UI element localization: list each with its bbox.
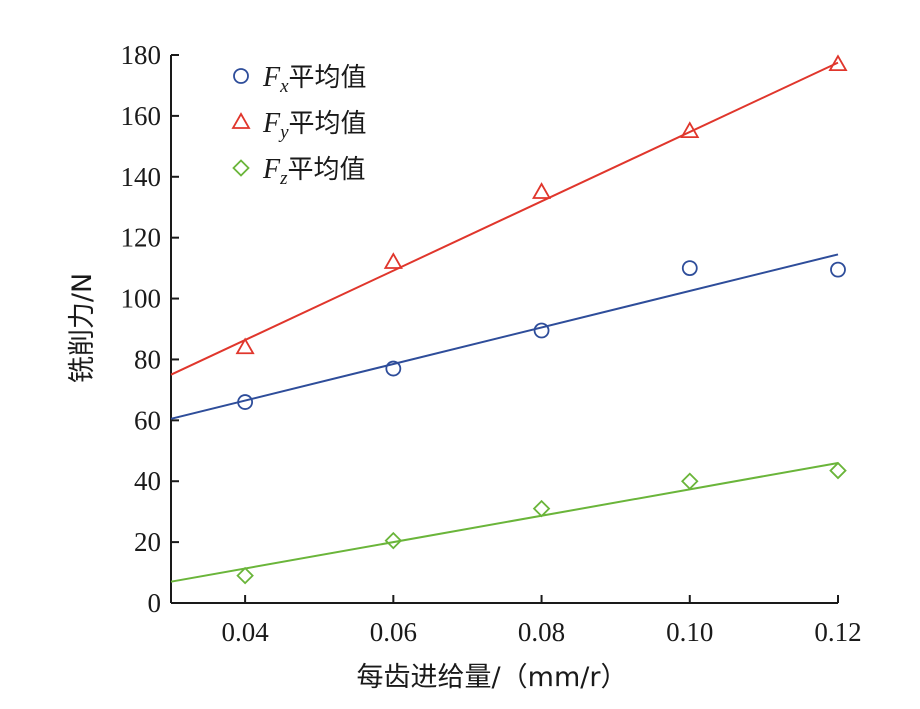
y-tick-label: 120 [121,223,162,253]
y-axis-title: 铣削力/N [67,273,98,383]
x-tick-label: 0.10 [666,617,713,647]
data-point-series-1 [533,322,550,339]
legend-marker-series-2 [231,112,251,129]
y-tick-label: 60 [134,405,161,435]
x-tick-label: 0.08 [518,617,565,647]
fit-lines [170,61,839,583]
y-tick-label: 40 [134,466,161,496]
data-point-series-2 [532,182,552,199]
data-point-series-3 [829,461,847,480]
y-tick-label: 0 [148,588,162,618]
x-tick-label: 0.12 [814,617,861,647]
legend-label-series-3: Fz平均值 [262,154,366,189]
fit-line-series-2 [170,61,839,376]
y-tick-label: 160 [121,101,162,131]
data-point-series-3 [236,566,254,585]
data-point-series-1 [385,360,402,377]
x-tick-label: 0.04 [221,617,269,647]
y-tick-label: 180 [121,40,162,70]
data-point-series-2 [235,337,255,355]
data-point-series-1 [830,261,846,278]
x-axis-title: 每齿进给量/（mm/r） [357,662,628,693]
data-point-series-1 [237,394,254,410]
data-point-series-2 [680,121,700,139]
y-tick-label: 20 [134,527,161,557]
data-point-series-1 [681,260,698,277]
y-tick-label: 140 [121,162,162,192]
y-tick-label: 80 [134,344,161,374]
y-tick-label: 100 [121,284,162,314]
legend-label-series-2: Fy平均值 [262,108,367,143]
legend-label-series-1: Fx平均值 [262,62,367,97]
fit-line-series-3 [170,461,839,583]
data-point-series-3 [384,531,403,550]
fit-line-series-1 [170,253,839,420]
data-point-series-2 [383,252,403,269]
x-tick-label: 0.06 [370,617,417,647]
legend: Fx平均值 Fy平均值 Fz平均值 [231,62,367,189]
data-markers [235,54,848,585]
data-point-series-3 [681,472,699,490]
legend-marker-series-3 [232,159,250,177]
axes: 0 20 40 60 80 100 120 140 160 180 0.04 0.06 0.08 0.10… [121,40,862,647]
data-point-series-2 [828,54,848,72]
legend-marker-series-1 [233,68,249,84]
data-point-series-3 [532,499,551,518]
